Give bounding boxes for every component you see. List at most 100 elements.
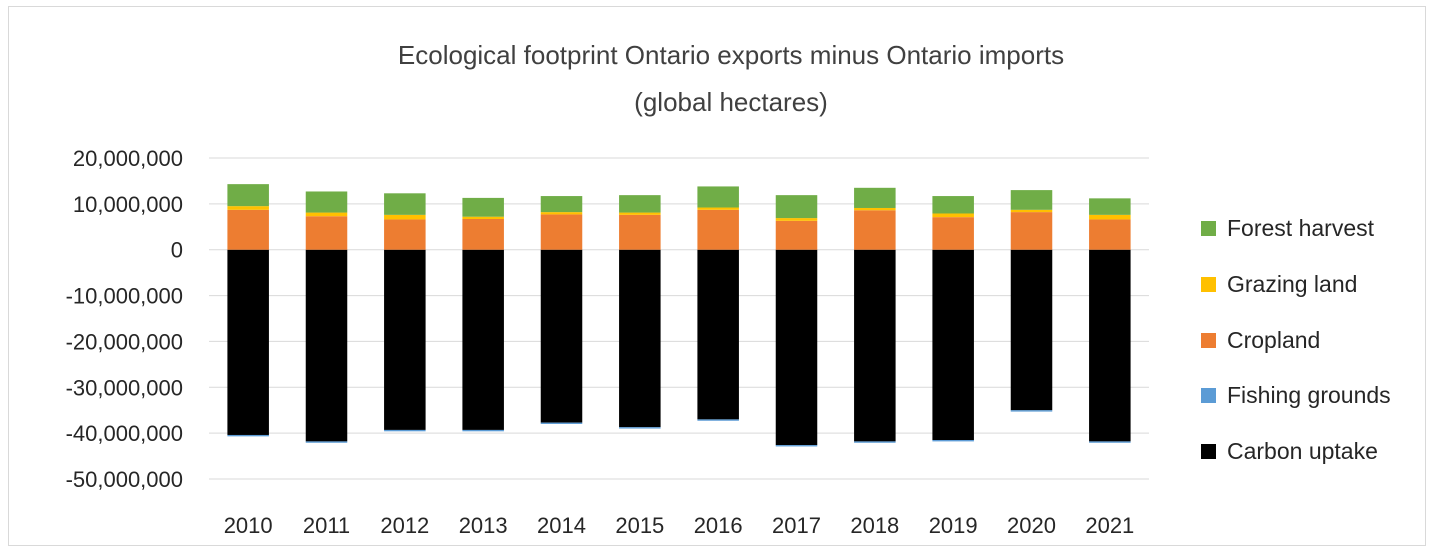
bar-fishing-grounds-2017 — [775, 445, 818, 447]
x-tick-label: 2012 — [380, 513, 429, 538]
y-tick-label: 0 — [171, 238, 183, 263]
bar-fishing-grounds-2014 — [540, 422, 583, 424]
bar-cropland-2015 — [619, 214, 661, 250]
y-tick-label: 20,000,000 — [73, 146, 183, 171]
bar-fishing-grounds-2015 — [619, 427, 661, 429]
x-axis-tick-labels: 2010 2011 2012 2013 2014 2015 2016 2017 2018 2019… — [224, 513, 1135, 538]
bar-carbon-uptake-2019 — [932, 249, 974, 441]
bar-grazing-land-2019 — [932, 213, 974, 218]
bar-fishing-grounds-2010 — [227, 434, 269, 437]
bar-cropland-2013 — [462, 218, 504, 250]
legend-swatch — [1201, 388, 1216, 403]
legend-label: Grazing land — [1227, 271, 1357, 297]
legend-label: Forest harvest — [1227, 215, 1375, 241]
x-tick-label: 2010 — [224, 513, 273, 538]
bar-grazing-land-2021 — [1089, 214, 1131, 220]
bar-carbon-uptake-2014 — [540, 249, 583, 423]
bar-grazing-land-2015 — [619, 212, 661, 215]
bar-cropland-2014 — [540, 214, 583, 250]
y-axis-tick-labels: 20,000,000 10,000,000 0 -10,000,000 -20,000,… — [66, 146, 183, 492]
x-tick-label: 2019 — [929, 513, 978, 538]
bar-carbon-uptake-2012 — [384, 249, 426, 430]
bar-fishing-grounds-2020 — [1010, 410, 1053, 412]
x-tick-label: 2020 — [1007, 513, 1056, 538]
chart-title-line-1: Ecological footprint Ontario exports min… — [398, 40, 1064, 70]
bar-cropland-2019 — [932, 217, 974, 250]
y-tick-label: -30,000,000 — [66, 375, 183, 400]
bar-carbon-uptake-2013 — [462, 249, 504, 430]
bar-forest-harvest-2011 — [305, 191, 348, 213]
bar-grazing-land-2017 — [775, 218, 818, 221]
bar-carbon-uptake-2018 — [854, 249, 896, 442]
bar-forest-harvest-2012 — [384, 193, 426, 215]
x-tick-label: 2013 — [459, 513, 508, 538]
x-tick-label: 2016 — [694, 513, 743, 538]
bar-fishing-grounds-2019 — [932, 440, 974, 442]
chart-canvas: Ecological footprint Ontario exports min… — [66, 40, 1391, 538]
y-tick-label: 10,000,000 — [73, 192, 183, 217]
x-tick-label: 2018 — [850, 513, 899, 538]
bar-cropland-2017 — [775, 220, 818, 250]
legend-label: Fishing grounds — [1227, 382, 1391, 408]
bar-carbon-uptake-2017 — [775, 249, 818, 446]
y-tick-label: -40,000,000 — [66, 421, 183, 446]
bar-fishing-grounds-2018 — [854, 441, 896, 443]
bar-forest-harvest-2017 — [775, 195, 818, 219]
chart-area: Ecological footprint Ontario exports min… — [8, 6, 1426, 546]
x-tick-label: 2017 — [772, 513, 821, 538]
bar-forest-harvest-2016 — [697, 186, 739, 208]
legend-swatch — [1201, 277, 1216, 292]
bar-cropland-2020 — [1010, 212, 1053, 250]
legend-label: Cropland — [1227, 327, 1320, 353]
bar-carbon-uptake-2021 — [1089, 249, 1131, 442]
bar-cropland-2012 — [384, 219, 426, 250]
bar-grazing-land-2010 — [227, 206, 269, 210]
bar-carbon-uptake-2010 — [227, 249, 269, 435]
legend-swatch — [1201, 444, 1216, 459]
bar-fishing-grounds-2013 — [462, 429, 504, 432]
bar-forest-harvest-2020 — [1010, 190, 1053, 210]
bar-grazing-land-2012 — [384, 214, 426, 220]
legend-label: Carbon uptake — [1227, 438, 1378, 464]
bar-forest-harvest-2021 — [1089, 198, 1131, 215]
bar-grazing-land-2020 — [1010, 209, 1053, 213]
legend-swatch — [1201, 333, 1216, 348]
bars — [227, 184, 1131, 447]
bar-grazing-land-2011 — [305, 212, 348, 217]
bar-forest-harvest-2010 — [227, 184, 269, 207]
bar-fishing-grounds-2016 — [697, 419, 739, 421]
chart-title: Ecological footprint Ontario exports min… — [398, 40, 1064, 117]
x-tick-label: 2021 — [1085, 513, 1134, 538]
bar-fishing-grounds-2011 — [305, 441, 348, 443]
bar-grazing-land-2016 — [697, 207, 739, 210]
bar-cropland-2016 — [697, 209, 739, 250]
bar-grazing-land-2014 — [540, 212, 583, 215]
bar-forest-harvest-2013 — [462, 197, 504, 217]
bar-forest-harvest-2014 — [540, 196, 583, 213]
x-tick-label: 2011 — [303, 513, 350, 538]
y-tick-label: -10,000,000 — [66, 284, 183, 309]
bar-fishing-grounds-2021 — [1089, 441, 1131, 443]
bar-cropland-2018 — [854, 210, 896, 250]
bar-carbon-uptake-2011 — [305, 249, 348, 442]
x-tick-label: 2015 — [615, 513, 664, 538]
y-tick-label: -20,000,000 — [66, 329, 183, 354]
legend-swatch — [1201, 221, 1216, 236]
chart-title-line-2: (global hectares) — [634, 87, 828, 117]
bar-grazing-land-2013 — [462, 216, 504, 219]
bar-carbon-uptake-2020 — [1010, 249, 1053, 411]
bar-fishing-grounds-2012 — [384, 429, 426, 432]
bar-cropland-2021 — [1089, 219, 1131, 250]
bar-carbon-uptake-2016 — [697, 249, 739, 420]
legend: Forest harvest Grazing land Cropland Fishin… — [1201, 215, 1391, 464]
bar-cropland-2011 — [305, 216, 348, 250]
y-tick-label: -50,000,000 — [66, 467, 183, 492]
x-tick-label: 2014 — [537, 513, 586, 538]
bar-forest-harvest-2015 — [619, 195, 661, 213]
bar-cropland-2010 — [227, 209, 269, 250]
bar-carbon-uptake-2015 — [619, 249, 661, 428]
bar-forest-harvest-2018 — [854, 187, 896, 208]
gridlines — [209, 157, 1149, 480]
bar-grazing-land-2018 — [854, 207, 896, 211]
bar-forest-harvest-2019 — [932, 196, 974, 214]
